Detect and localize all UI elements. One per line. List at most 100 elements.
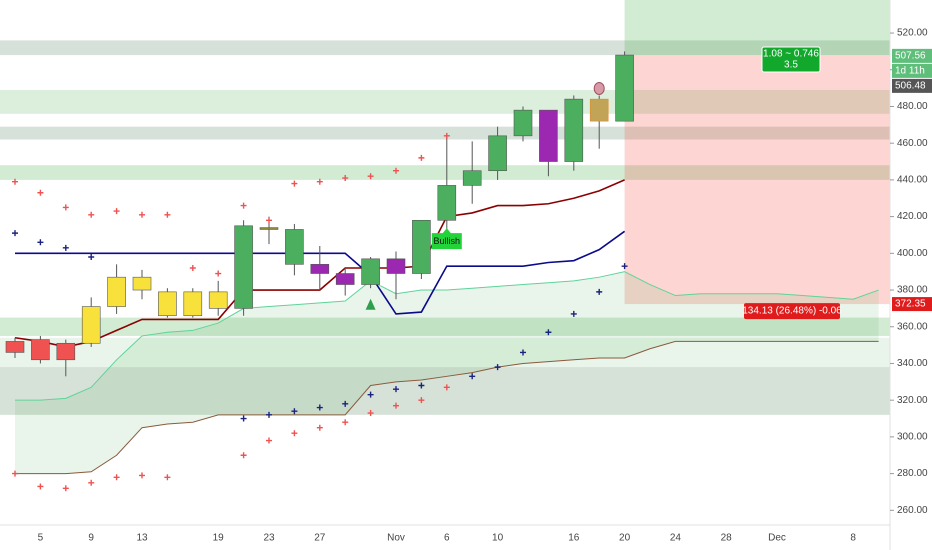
last-price-tag: [892, 78, 932, 93]
y-tick-label: 300.00: [897, 432, 928, 443]
marker: [367, 410, 374, 417]
candle-body: [285, 229, 304, 265]
marker: [367, 391, 374, 398]
y-tick-label: 360.00: [897, 321, 928, 332]
y-tick-label: 460.00: [897, 138, 928, 149]
candle-body: [132, 276, 152, 291]
y-tick-label: 520.00: [897, 28, 928, 39]
signal-box: [431, 228, 462, 250]
candle-body: [437, 185, 457, 221]
marker: [342, 175, 349, 182]
zone: [0, 126, 890, 140]
marker: [393, 386, 399, 393]
candle-body: [56, 342, 76, 361]
marker: [316, 404, 323, 411]
marker: [393, 167, 399, 174]
cloud-lower-line: [15, 340, 879, 475]
marker: [240, 415, 247, 422]
x-tick-label: 8: [850, 533, 856, 544]
candle-body: [412, 219, 431, 274]
indicator-line: [14, 179, 625, 348]
y-tick-label: 280.00: [897, 468, 928, 479]
marker: [443, 132, 450, 139]
candle-body: [488, 135, 507, 172]
marker: [62, 485, 69, 492]
y-tick-label: 480.00: [897, 101, 928, 112]
x-tick-label: 24: [670, 533, 682, 544]
y-tick-label: 340.00: [897, 358, 928, 369]
marker: [494, 364, 501, 371]
marker: [88, 253, 95, 260]
x-tick-label: 28: [721, 533, 733, 544]
marker: [291, 408, 298, 415]
marker: [316, 178, 323, 185]
countdown-tag: [892, 63, 932, 78]
marker: [240, 202, 247, 209]
marker: [418, 154, 425, 161]
zone: [0, 165, 890, 180]
x-tick-label: 9: [88, 533, 94, 544]
alert-dot: [593, 81, 605, 95]
marker: [367, 173, 374, 180]
candle-body: [208, 291, 228, 309]
candle-body: [361, 258, 380, 285]
countdown-label: 1d 11h: [895, 66, 925, 77]
marker: [215, 270, 222, 277]
marker: [621, 263, 628, 270]
y-tick-label: 440.00: [897, 175, 928, 186]
candle-body: [539, 109, 558, 162]
stop-label: 134.13 (26.48%) -0.06: [742, 306, 842, 317]
x-tick-label: 13: [136, 533, 148, 544]
target-label: 3.5: [784, 60, 798, 71]
entry-tag-label: 507.56: [895, 51, 926, 62]
marker: [164, 211, 171, 218]
marker: [139, 211, 145, 218]
candle-body: [310, 264, 330, 274]
target-label: 1.08 ~ 0.746: [763, 49, 819, 60]
marker: [570, 310, 577, 317]
y-tick-label: 320.00: [897, 395, 928, 406]
x-tick-label: 10: [492, 533, 504, 544]
marker: [291, 430, 298, 437]
position-stop-zone: [624, 55, 890, 305]
marker: [88, 211, 95, 218]
cloud-upper-line: [15, 271, 879, 401]
marker: [189, 265, 196, 272]
candle-body: [183, 291, 203, 317]
stop-tag: [892, 297, 932, 312]
candle-body: [5, 341, 25, 353]
marker: [520, 349, 526, 356]
marker: [139, 472, 145, 479]
candle-body: [234, 225, 253, 309]
marker: [418, 382, 425, 389]
signal-label: Bullish: [434, 236, 461, 246]
marker: [469, 373, 476, 380]
marker: [393, 402, 399, 409]
marker: [596, 288, 603, 295]
marker: [37, 483, 44, 490]
candle-body: [513, 109, 533, 137]
marker: [113, 208, 120, 215]
y-tick-label: 420.00: [897, 211, 928, 222]
candle-body: [386, 258, 406, 274]
y-tick-label: 380.00: [897, 285, 928, 296]
candle-body: [31, 339, 50, 361]
marker: [62, 244, 69, 251]
x-tick-label: Dec: [768, 533, 786, 544]
marker: [266, 437, 272, 444]
entry-tag: [892, 48, 932, 63]
marker: [418, 397, 425, 404]
plot-area: Bullish: [0, 0, 890, 492]
marker: [342, 419, 349, 426]
zone: [0, 367, 890, 415]
zone: [0, 337, 890, 368]
x-tick-label: 6: [444, 533, 450, 544]
candle-body: [107, 276, 126, 307]
y-tick-label: 400.00: [897, 248, 928, 259]
candle-body: [564, 98, 584, 162]
marker: [164, 474, 171, 481]
x-tick-label: Nov: [387, 533, 405, 544]
x-tick-label: 20: [619, 533, 631, 544]
x-tick-label: 16: [568, 533, 580, 544]
